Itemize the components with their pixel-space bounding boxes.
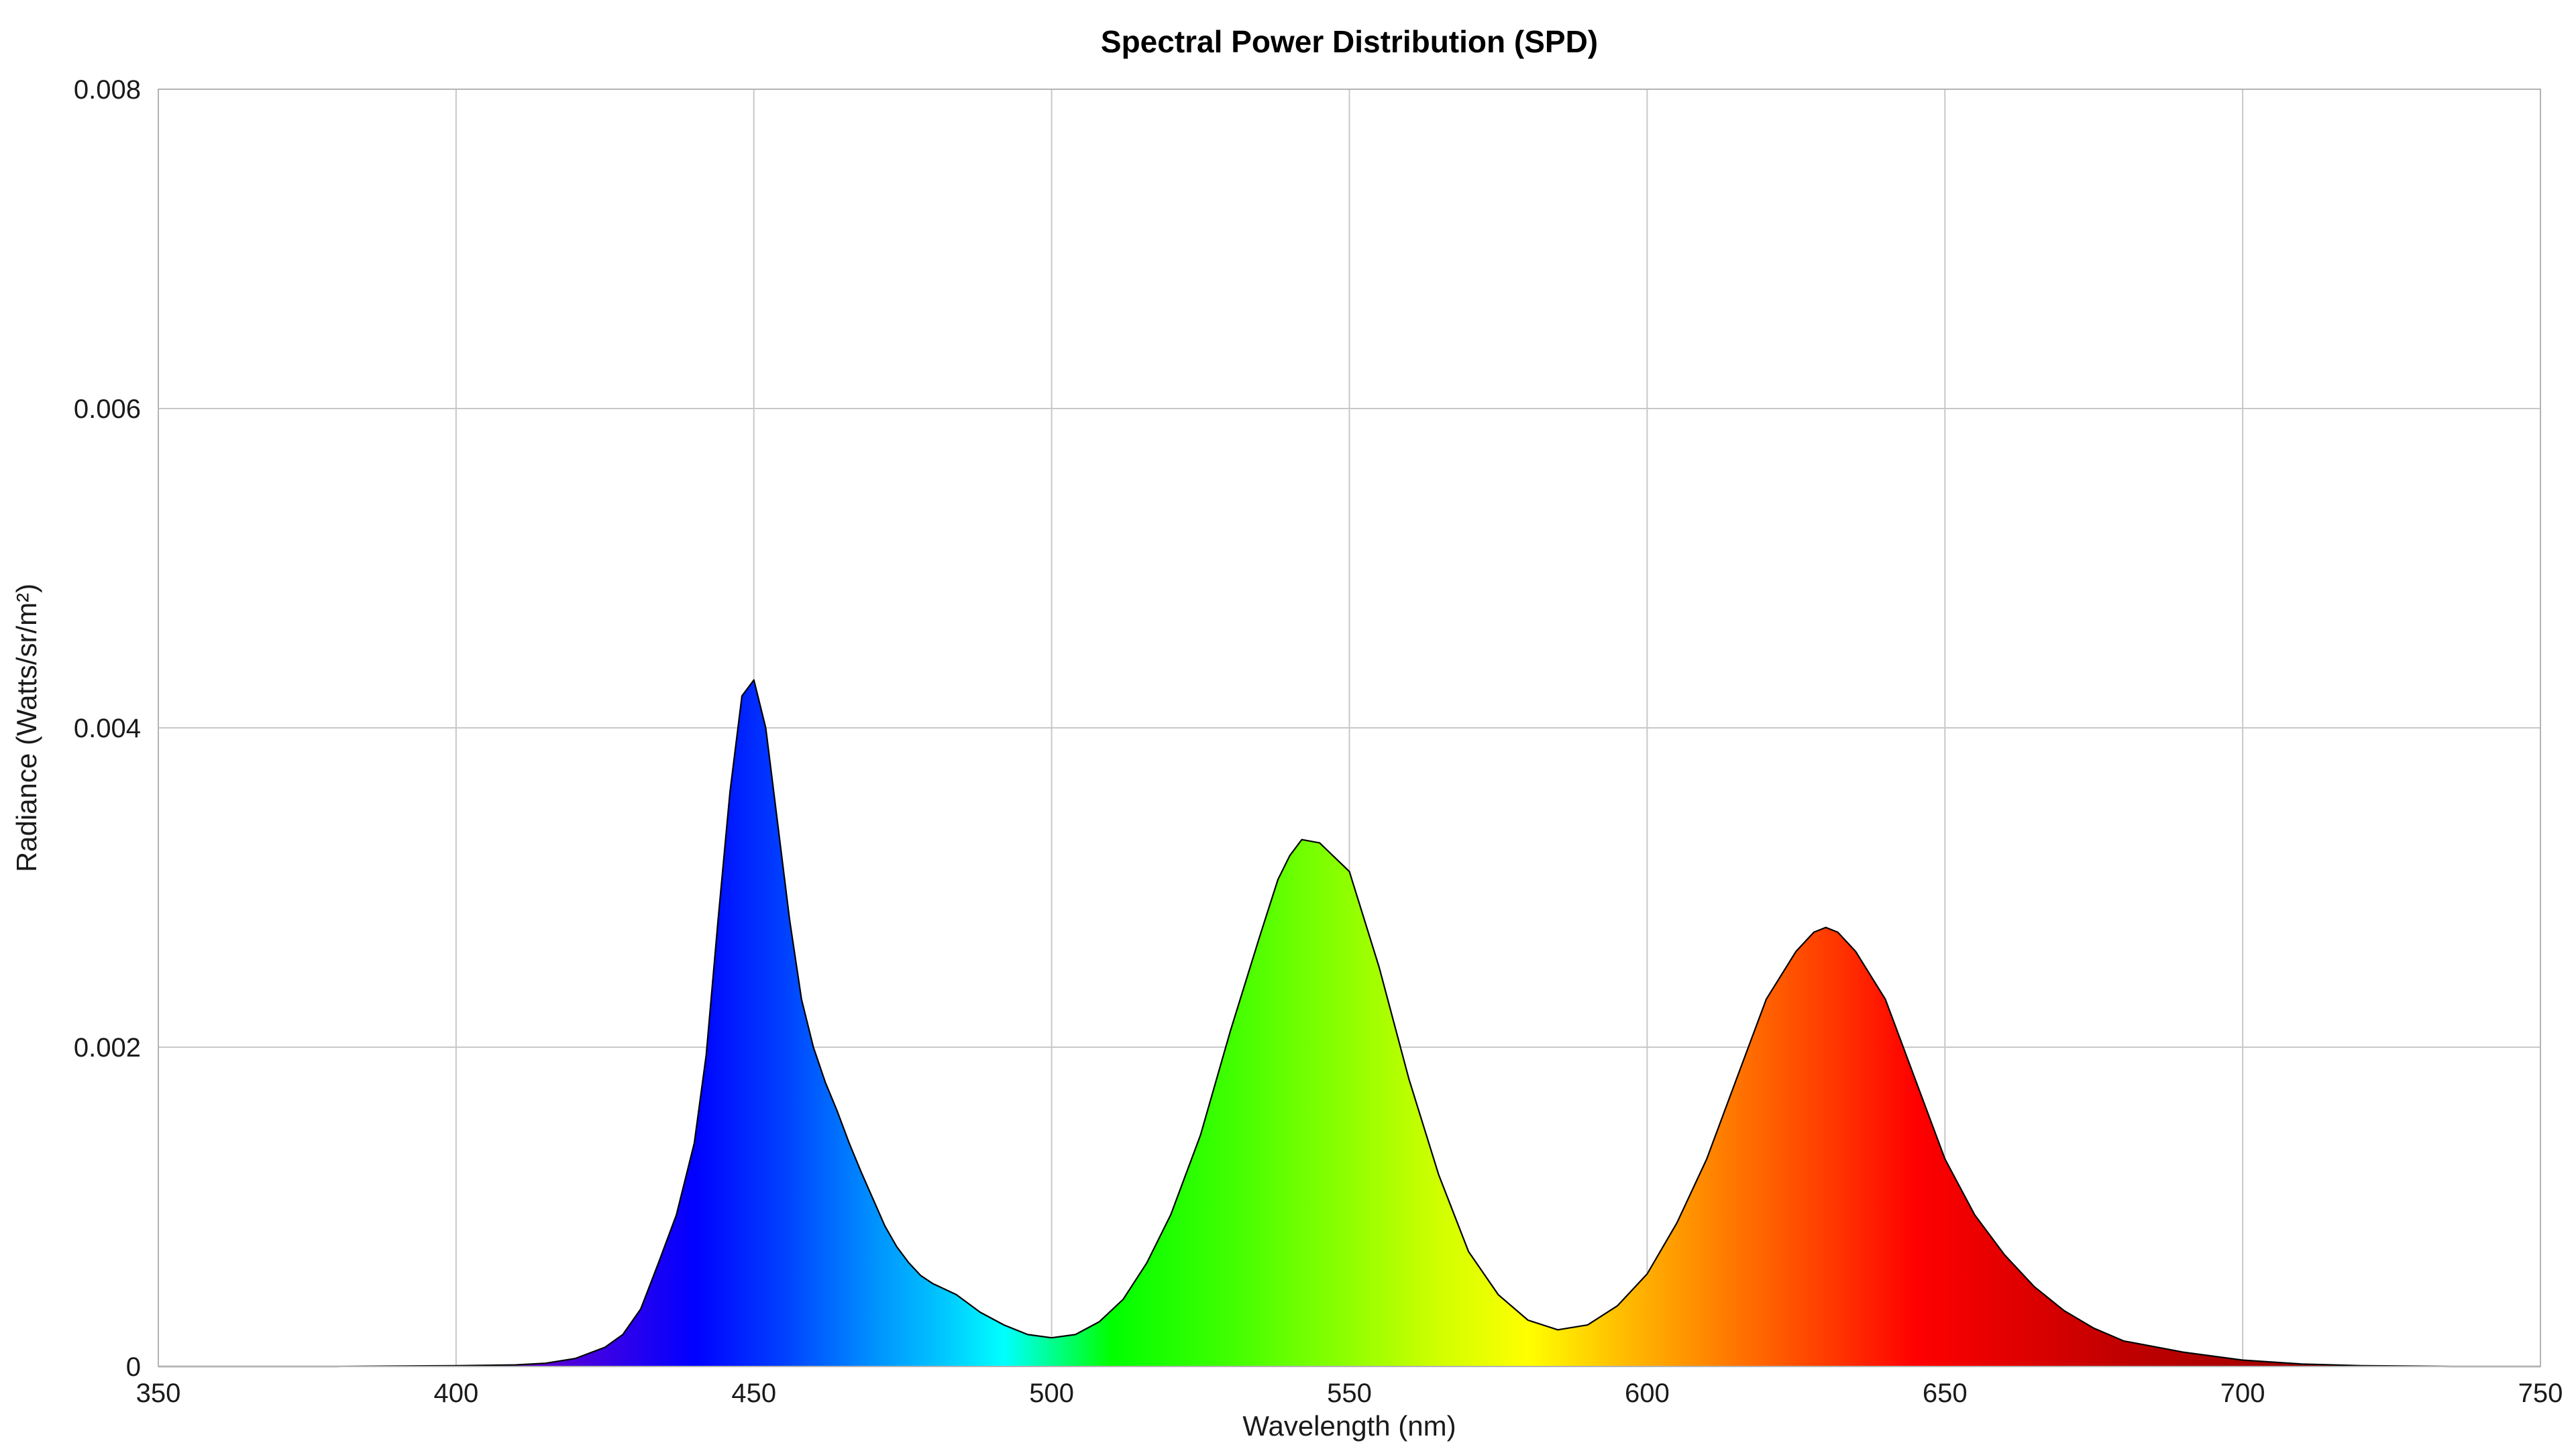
spd-area-fill [158,680,2540,1366]
plot-area [158,679,2540,1368]
x-tick-label: 750 [2518,1379,2563,1408]
y-tick-label: 0 [126,1352,141,1382]
x-tick-label: 450 [731,1379,776,1408]
plot-frame [158,89,2541,1367]
y-tick-label: 0.002 [74,1033,141,1063]
x-tick-label: 650 [1923,1379,1968,1408]
x-tick-label: 700 [2220,1379,2265,1408]
tick-labels: 350 400 450 500 550 600 650 700 750 0 0.002 0.004 0.… [74,75,2563,1408]
x-tick-label: 350 [136,1379,181,1408]
chart-title: Spectral Power Distribution (SPD) [1101,24,1598,59]
x-tick-label: 600 [1625,1379,1670,1408]
y-tick-label: 0.008 [74,75,141,105]
x-axis-label: Wavelength (nm) [1242,1410,1456,1442]
x-tick-label: 400 [434,1379,479,1408]
x-tick-label: 550 [1327,1379,1372,1408]
y-tick-label: 0.006 [74,394,141,424]
y-axis-label: Radiance (Watts/sr/m²) [11,584,42,872]
y-tick-label: 0.004 [74,714,141,743]
spd-series-line [158,679,2540,1368]
x-tick-label: 500 [1029,1379,1074,1408]
